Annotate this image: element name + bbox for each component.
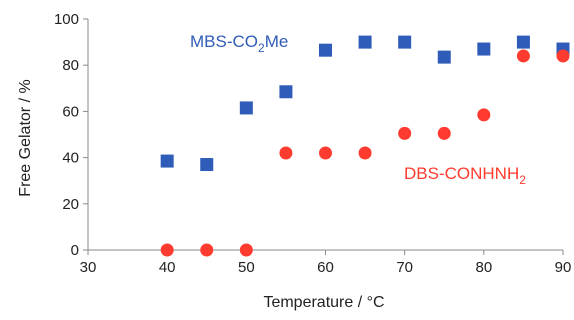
series-label-dbs-sub: 2 xyxy=(519,173,526,187)
data-point-mbs-square xyxy=(437,50,451,64)
data-point-dbs-circle xyxy=(437,126,451,140)
data-point-dbs-circle xyxy=(239,243,253,257)
x-tick-label: 70 xyxy=(396,259,413,276)
x-tick-label: 80 xyxy=(475,259,492,276)
series-label-dbs-main: DBS-CONHNH xyxy=(404,164,519,183)
data-point-dbs-circle xyxy=(200,243,214,257)
data-point-dbs-circle xyxy=(516,49,530,63)
x-tick-label: 90 xyxy=(555,259,572,276)
series-label-mbs: MBS-CO2Me xyxy=(190,32,288,55)
data-point-dbs-circle xyxy=(358,146,372,160)
tick-labels: 30 40 50 60 70 80 90 0 20 40 60 80 100 xyxy=(54,11,571,276)
data-point-mbs-square xyxy=(239,101,253,115)
data-point-mbs-square xyxy=(358,35,372,49)
series-label-mbs-tail: Me xyxy=(265,32,289,51)
x-axis-title: Temperature / °C xyxy=(263,294,384,311)
series-label-mbs-main: MBS-CO xyxy=(190,32,258,51)
data-point-dbs-circle xyxy=(398,126,412,140)
data-point-dbs-circle xyxy=(160,243,174,257)
y-tick-label: 0 xyxy=(71,242,79,259)
x-tick-label: 30 xyxy=(80,259,97,276)
data-point-mbs-square xyxy=(319,43,332,57)
y-tick-label: 80 xyxy=(62,57,79,74)
y-tick-label: 100 xyxy=(54,11,79,28)
x-tick-label: 40 xyxy=(159,259,176,276)
data-point-dbs-circle xyxy=(279,146,293,160)
data-point-mbs-square xyxy=(200,158,214,172)
data-point-dbs-circle xyxy=(319,146,332,160)
y-tick-label: 60 xyxy=(62,103,79,120)
data-point-dbs-circle xyxy=(477,108,491,122)
data-point-mbs-square xyxy=(516,35,530,49)
x-tick-label: 50 xyxy=(238,259,255,276)
y-tick-label: 20 xyxy=(62,196,79,213)
data-point-dbs-circle xyxy=(556,49,570,63)
series-label-mbs-sub: 2 xyxy=(258,41,265,55)
y-tick-label: 40 xyxy=(62,150,79,167)
y-axis-title: Free Gelator / % xyxy=(17,79,34,196)
data-point-mbs-square xyxy=(477,42,491,56)
data-points xyxy=(160,35,570,257)
data-point-mbs-square xyxy=(398,35,412,49)
x-tick-label: 60 xyxy=(317,259,334,276)
data-point-mbs-square xyxy=(279,85,293,99)
series-label-dbs: DBS-CONHNH2 xyxy=(404,164,526,187)
data-point-mbs-square xyxy=(160,154,174,168)
